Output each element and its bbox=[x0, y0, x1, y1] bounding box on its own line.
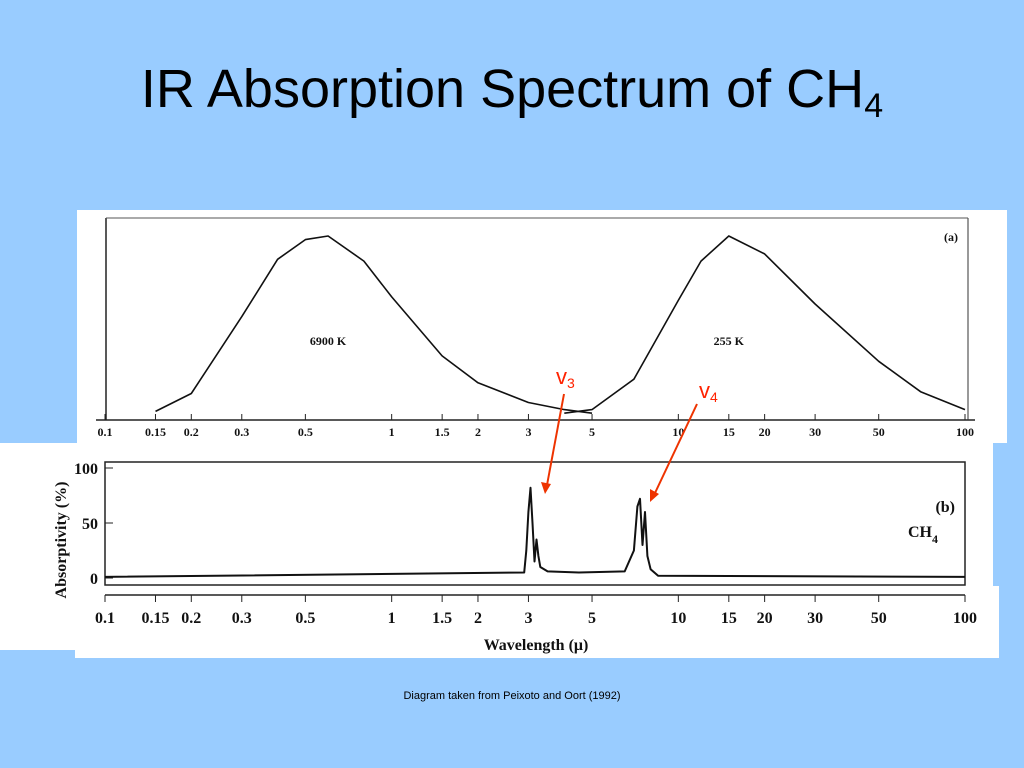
panel-b-x-tick-label: 10 bbox=[670, 610, 686, 627]
panel-b-absorptivity-line bbox=[104, 486, 966, 578]
nu4-subscript: 4 bbox=[710, 389, 718, 405]
panel-b-y-tick-label: 100 bbox=[74, 461, 98, 478]
panel-a-x-tick-label: 1 bbox=[389, 425, 395, 439]
panel-b-x-axis-label: Wavelength (μ) bbox=[484, 637, 589, 654]
panel-b-x-tick-label: 20 bbox=[757, 610, 773, 627]
panel-a-x-tick-label: 30 bbox=[809, 425, 821, 439]
panel-b-y-tick-label: 50 bbox=[82, 516, 98, 533]
panel-b-y-tick-label: 0 bbox=[90, 571, 98, 588]
panel-b-panel-label: (b) bbox=[935, 499, 955, 516]
panel-b-x-tick-label: 0.15 bbox=[141, 610, 169, 627]
nu3-symbol: v bbox=[556, 364, 567, 389]
panel-b-x-tick-label: 15 bbox=[721, 610, 737, 627]
panel-a-x-tick-label: 15 bbox=[723, 425, 735, 439]
nu4-arrow-line bbox=[654, 403, 698, 494]
nu3-annotation-label: v3 bbox=[556, 364, 575, 391]
panel-a-panel-label: (a) bbox=[944, 230, 958, 244]
panel-a-x-tick-label: 0.1 bbox=[98, 425, 113, 439]
panel-b-species-label: CH4 bbox=[908, 524, 938, 546]
nu3-subscript: 3 bbox=[567, 375, 575, 391]
slide-title-subscript: 4 bbox=[864, 87, 884, 125]
nu4-arrow-head bbox=[650, 489, 659, 502]
nu3-arrow-line bbox=[546, 393, 565, 486]
panel-a-x-tick-label: 0.2 bbox=[184, 425, 199, 439]
chart-panel-b-axis-background bbox=[75, 586, 999, 658]
nu4-annotation-label: v4 bbox=[699, 378, 718, 405]
annotation-arrows bbox=[541, 393, 698, 502]
panel-b-chart: 100 50 0 0.1 0.15 0.2 0.3 0.5 1 1.5 2 3 5 10 15 20 30 50 1… bbox=[53, 461, 977, 654]
panel-a-x-tick-label: 20 bbox=[759, 425, 771, 439]
panel-b-x-tick-label: 1.5 bbox=[432, 610, 452, 627]
panel-a-series-label-1: 255 K bbox=[714, 334, 745, 348]
panel-b-x-tick-label: 30 bbox=[807, 610, 823, 627]
panel-a-series-line-1 bbox=[564, 235, 966, 414]
panel-b-x-tick-label: 0.1 bbox=[95, 610, 115, 627]
panel-b-species-subscript: 4 bbox=[932, 532, 938, 546]
panel-b-x-tick-label: 0.2 bbox=[181, 610, 201, 627]
panel-b-x-tick-label: 1 bbox=[388, 610, 396, 627]
panel-a-x-tick-label: 0.3 bbox=[234, 425, 249, 439]
panel-a-x-tick-label: 50 bbox=[873, 425, 885, 439]
panel-b-x-tick-label: 3 bbox=[524, 610, 532, 627]
panel-b-x-tick-label: 50 bbox=[871, 610, 887, 627]
panel-b-frame bbox=[104, 461, 966, 586]
slide-title: IR Absorption Spectrum of CH4 bbox=[0, 62, 1024, 123]
figure-caption: Diagram taken from Peixoto and Oort (199… bbox=[403, 690, 621, 702]
panel-b-x-tick-label: 0.5 bbox=[295, 610, 315, 627]
panel-b-x-tick-label: 5 bbox=[588, 610, 596, 627]
panel-a-x-tick-label: 3 bbox=[525, 425, 531, 439]
nu4-symbol: v bbox=[699, 378, 710, 403]
panel-b-x-tick-label: 100 bbox=[953, 610, 977, 627]
panel-a-series-line-0 bbox=[155, 235, 593, 414]
chart-panel-b-margin bbox=[0, 443, 77, 650]
panel-a-x-tick-label: 5 bbox=[589, 425, 595, 439]
panel-a-x-tick-label: 1.5 bbox=[435, 425, 450, 439]
panel-b-x-tick-label: 0.3 bbox=[232, 610, 252, 627]
panel-a-series-label-0: 6900 K bbox=[310, 334, 347, 348]
panel-a-x-tick-label: 0.5 bbox=[298, 425, 313, 439]
panel-a-x-tick-label: 2 bbox=[475, 425, 481, 439]
panel-b-y-axis-label: Absorptivity (%) bbox=[53, 482, 70, 599]
chart-panel-a-background bbox=[77, 210, 1007, 443]
slide-title-main: IR Absorption Spectrum of CH bbox=[140, 59, 865, 119]
panel-a-x-tick-label: 0.15 bbox=[145, 425, 166, 439]
nu3-arrow-head bbox=[541, 482, 551, 494]
panel-a-x-tick-label: 100 bbox=[956, 425, 974, 439]
panel-b-x-tick-label: 2 bbox=[474, 610, 482, 627]
panel-a-chart: 6900 K 255 K(a)0.1 0.15 0.2 0.3 0.5 1 1.5 2 3 5 10 1… bbox=[96, 217, 975, 439]
